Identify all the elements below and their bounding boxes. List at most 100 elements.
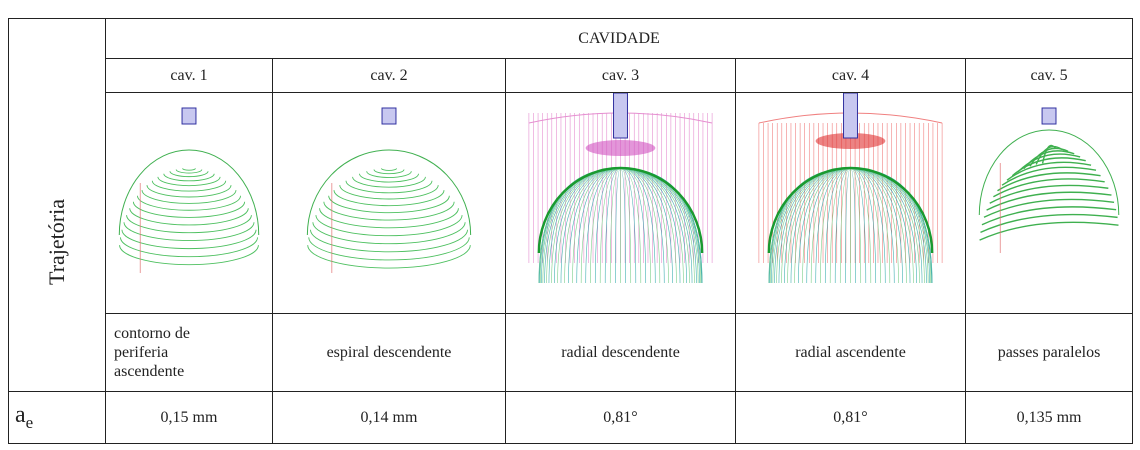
- ae-value: 0,14 mm: [272, 391, 506, 444]
- column-header: cav. 5: [964, 58, 1134, 93]
- toolpath-line: [850, 167, 867, 284]
- description-text: passes paralelos: [997, 343, 1101, 361]
- toolpath-image: [735, 92, 966, 314]
- toolpath-line: [544, 167, 621, 284]
- toolpath-line: [328, 195, 450, 214]
- cavity-table: CAVIDADE cav. 1 cav. 2 cav. 3 cav. 4 cav. 5 …: [8, 18, 1134, 444]
- toolpath-line: [774, 167, 851, 284]
- dome-drawing: [118, 107, 260, 273]
- dome-drawing: [306, 107, 472, 273]
- toolpath-image: [272, 92, 506, 314]
- description: passes paralelos: [964, 313, 1134, 392]
- toolpath-line: [366, 171, 412, 178]
- toolpath-line: [568, 167, 621, 284]
- group-header: CAVIDADE: [104, 18, 1134, 59]
- column-header: cav. 1: [105, 58, 273, 93]
- toolpath-line: [845, 167, 851, 284]
- toolpath-line: [373, 169, 405, 175]
- tool: [181, 107, 197, 125]
- toolpath-line: [590, 167, 621, 284]
- toolpath-line: [850, 167, 899, 284]
- toolpath-line: [620, 167, 697, 284]
- toolpath-line: [175, 169, 203, 174]
- toolpath-line: [381, 168, 397, 171]
- toolpath-line: [308, 237, 470, 261]
- toolpath-line: [580, 167, 621, 284]
- toolpath-line: [767, 166, 934, 254]
- hot-spot: [815, 133, 886, 149]
- column-header: cav. 4: [735, 58, 966, 93]
- ae-value: 0,15 mm: [105, 391, 273, 444]
- toolpath-line: [182, 168, 196, 171]
- ae-value: 0,135 mm: [964, 391, 1134, 444]
- toolpath-line: [820, 167, 851, 284]
- description: radial ascendente: [735, 313, 966, 392]
- toolpath-line: [137, 195, 241, 211]
- toolpath-line: [157, 176, 221, 187]
- toolpath-line: [798, 167, 851, 284]
- toolpath-line: [620, 167, 669, 284]
- ae-main: a: [15, 402, 26, 429]
- toolpath-line: [997, 172, 1101, 192]
- toolpath-line: [620, 167, 651, 284]
- toolpath-line: [126, 215, 252, 234]
- column-header: cav. 3: [505, 58, 736, 93]
- toolpath-line: [1029, 147, 1069, 167]
- description-text: contorno de periferia ascendente: [114, 325, 190, 380]
- toolpath-line: [163, 173, 215, 182]
- toolpath-line: [1011, 157, 1086, 177]
- toolpath-line: [850, 167, 872, 284]
- toolpath-line: [620, 167, 642, 284]
- toolpath-line: [323, 201, 455, 221]
- ae-label: ae: [8, 391, 106, 444]
- toolpath-line: [306, 149, 472, 236]
- description: radial descendente: [505, 313, 736, 392]
- toolpath-line: [983, 198, 1115, 218]
- description: espiral descendente: [272, 313, 506, 392]
- column-header: cav. 2: [272, 58, 506, 93]
- toolpath-line: [620, 167, 626, 284]
- toolpath-line: [333, 190, 445, 207]
- ae-sub: e: [25, 412, 34, 432]
- toolpath-line: [119, 245, 259, 266]
- toolpath-line: [604, 167, 621, 284]
- toolpath-line: [810, 167, 851, 284]
- toolpath-line: [620, 167, 647, 284]
- toolpath-line: [989, 184, 1109, 204]
- tool: [613, 93, 628, 139]
- ae-value: 0,81°: [735, 391, 966, 444]
- toolpath-image: [105, 92, 273, 314]
- toolpath-line: [620, 167, 637, 284]
- description-text: espiral descendente: [326, 343, 452, 361]
- toolpath-line: [307, 245, 471, 269]
- toolpath-line: [1001, 166, 1097, 186]
- toolpath-line: [993, 178, 1105, 198]
- tool: [1041, 107, 1057, 125]
- description-text: radial descendente: [561, 343, 680, 361]
- toolpath-line: [352, 176, 426, 188]
- description: contorno de periferia ascendente: [105, 313, 273, 392]
- toolpath-line: [979, 221, 1119, 241]
- toolpath-line: [141, 190, 237, 204]
- toolpath-line: [620, 167, 632, 284]
- toolpath-line: [850, 167, 877, 284]
- toolpath-line: [118, 149, 260, 236]
- toolpath-line: [599, 167, 621, 284]
- toolpath-line: [834, 167, 851, 284]
- ae-value: 0,81°: [505, 391, 736, 444]
- row-label: Trajetória: [43, 198, 69, 285]
- toolpath-line: [829, 167, 851, 284]
- toolpath-line: [359, 173, 419, 183]
- toolpath-line: [169, 171, 209, 178]
- toolpath-line: [839, 167, 851, 284]
- toolpath-line: [146, 185, 232, 198]
- toolpath-line: [850, 167, 903, 284]
- toolpath-line: [824, 167, 851, 284]
- toolpath-line: [1006, 161, 1092, 181]
- toolpath-line: [609, 167, 621, 284]
- toolpath-image: [964, 92, 1134, 314]
- toolpath-line: [120, 237, 258, 258]
- toolpath-line: [345, 180, 433, 194]
- toolpath-line: [981, 206, 1117, 226]
